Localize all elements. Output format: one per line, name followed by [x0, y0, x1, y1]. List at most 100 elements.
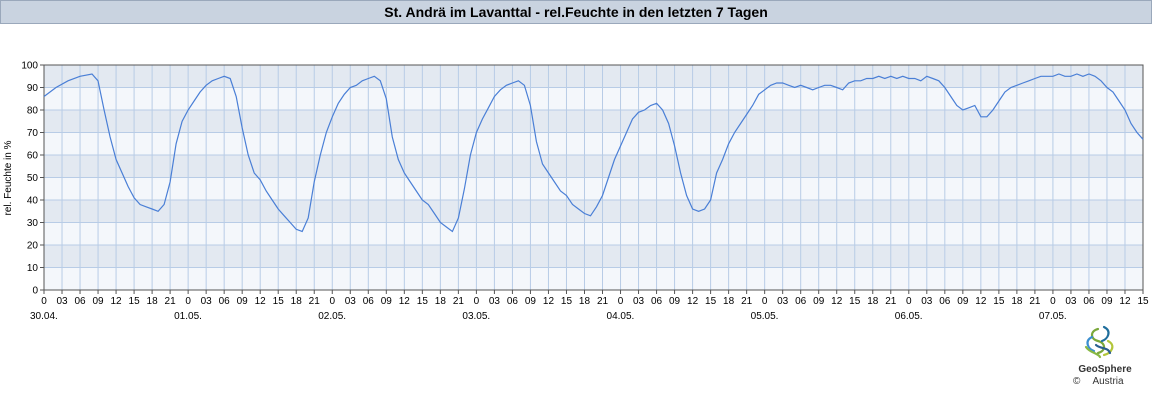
x-tick-label: 03: [1065, 296, 1077, 307]
day-label: 07.05.: [1039, 311, 1067, 322]
x-tick-label: 21: [741, 296, 753, 307]
x-tick-label: 18: [867, 296, 879, 307]
y-tick-label: 70: [27, 128, 39, 139]
grid-band: [44, 132, 1143, 155]
y-tick-label: 40: [27, 196, 39, 207]
x-tick-label: 21: [453, 296, 465, 307]
x-tick-label: 12: [111, 296, 123, 307]
x-tick-label: 0: [41, 296, 47, 307]
x-tick-label: 09: [1101, 296, 1113, 307]
x-tick-label: 0: [762, 296, 768, 307]
x-tick-label: 18: [291, 296, 303, 307]
x-tick-label: 03: [489, 296, 501, 307]
x-tick-label: 12: [255, 296, 267, 307]
x-tick-label: 15: [561, 296, 573, 307]
x-tick-label: 06: [74, 296, 86, 307]
x-tick-label: 15: [1137, 296, 1149, 307]
day-label: 02.05.: [318, 311, 346, 322]
x-tick-label: 15: [849, 296, 861, 307]
y-tick-label: 100: [21, 61, 38, 72]
x-tick-label: 06: [651, 296, 663, 307]
day-label: 03.05.: [462, 311, 490, 322]
x-tick-label: 0: [474, 296, 480, 307]
x-tick-label: 03: [345, 296, 357, 307]
x-tick-label: 0: [185, 296, 191, 307]
grid-band: [44, 267, 1143, 290]
x-tick-label: 12: [831, 296, 843, 307]
day-label: 01.05.: [174, 311, 202, 322]
geosphere-logo: GeoSphere © Austria: [1073, 325, 1132, 387]
x-tick-label: 21: [165, 296, 177, 307]
x-tick-label: 09: [237, 296, 249, 307]
x-tick-label: 0: [618, 296, 624, 307]
y-tick-label: 30: [27, 218, 39, 229]
grid-band: [44, 87, 1143, 110]
x-tick-label: 0: [906, 296, 912, 307]
x-tick-label: 03: [56, 296, 68, 307]
y-tick-label: 20: [27, 241, 39, 252]
x-tick-label: 12: [1119, 296, 1131, 307]
y-axis-label: rel. Feuchte in %: [3, 140, 14, 215]
x-tick-label: 06: [363, 296, 375, 307]
x-tick-label: 18: [579, 296, 591, 307]
x-tick-label: 12: [975, 296, 987, 307]
y-tick-label: 0: [32, 286, 38, 297]
x-tick-label: 09: [669, 296, 681, 307]
chart-title: St. Andrä im Lavanttal - rel.Feuchte in …: [384, 4, 768, 20]
x-tick-label: 12: [399, 296, 411, 307]
x-tick-label: 21: [597, 296, 609, 307]
x-tick-label: 03: [921, 296, 933, 307]
x-tick-label: 06: [939, 296, 951, 307]
day-label: 05.05.: [751, 311, 779, 322]
grid-band: [44, 155, 1143, 178]
x-tick-label: 15: [273, 296, 285, 307]
x-tick-label: 03: [777, 296, 789, 307]
day-label: 30.04.: [30, 311, 58, 322]
x-tick-label: 0: [329, 296, 335, 307]
y-tick-label: 90: [27, 83, 39, 94]
day-label: 04.05.: [607, 311, 635, 322]
x-tick-label: 15: [993, 296, 1005, 307]
day-label: 06.05.: [895, 311, 923, 322]
grid-band: [44, 177, 1143, 200]
x-tick-label: 09: [381, 296, 393, 307]
y-tick-label: 50: [27, 173, 39, 184]
x-tick-label: 21: [1029, 296, 1041, 307]
series-line: [43, 73, 1144, 233]
geosphere-emblem-icon: [1084, 325, 1114, 359]
x-tick-labels: 0 03 06 09 12 15 18 21 0 03 06 09 12 15 18 21 0 03 06 09 12 1…: [41, 290, 1149, 307]
x-tick-label: 06: [1083, 296, 1095, 307]
x-tick-label: 03: [201, 296, 213, 307]
x-tick-label: 06: [507, 296, 519, 307]
x-tick-label: 09: [813, 296, 825, 307]
x-tick-label: 18: [147, 296, 159, 307]
x-tick-label: 03: [633, 296, 645, 307]
grid-band: [44, 65, 1143, 88]
x-tick-label: 18: [1011, 296, 1023, 307]
copyright-symbol: ©: [1073, 376, 1081, 387]
x-tick-label: 21: [309, 296, 321, 307]
x-tick-label: 12: [543, 296, 555, 307]
x-tick-label: 09: [525, 296, 537, 307]
x-tick-label: 15: [705, 296, 717, 307]
x-tick-label: 18: [435, 296, 447, 307]
y-tick-label: 10: [27, 263, 39, 274]
y-tick-label: 80: [27, 106, 39, 117]
x-tick-label: 21: [885, 296, 897, 307]
grid-band: [44, 222, 1143, 245]
plot-frame: [43, 64, 1144, 291]
grid-band: [44, 245, 1143, 268]
logo-subtitle: Austria: [1092, 376, 1124, 387]
x-tick-label: 09: [957, 296, 969, 307]
y-tick-labels: 0 10 20 30 40 50 60 70 80 90 100: [21, 61, 38, 297]
x-tick-label: 15: [129, 296, 141, 307]
day-labels: 30.04. 01.05. 02.05. 03.05. 04.05. 05.05. 06.0…: [30, 311, 1067, 322]
x-tick-label: 12: [687, 296, 699, 307]
logo-name: GeoSphere: [1078, 364, 1132, 375]
x-tick-label: 0: [1050, 296, 1056, 307]
x-tick-label: 18: [723, 296, 735, 307]
grid-band: [44, 110, 1143, 133]
x-tick-label: 06: [795, 296, 807, 307]
x-tick-label: 09: [92, 296, 104, 307]
